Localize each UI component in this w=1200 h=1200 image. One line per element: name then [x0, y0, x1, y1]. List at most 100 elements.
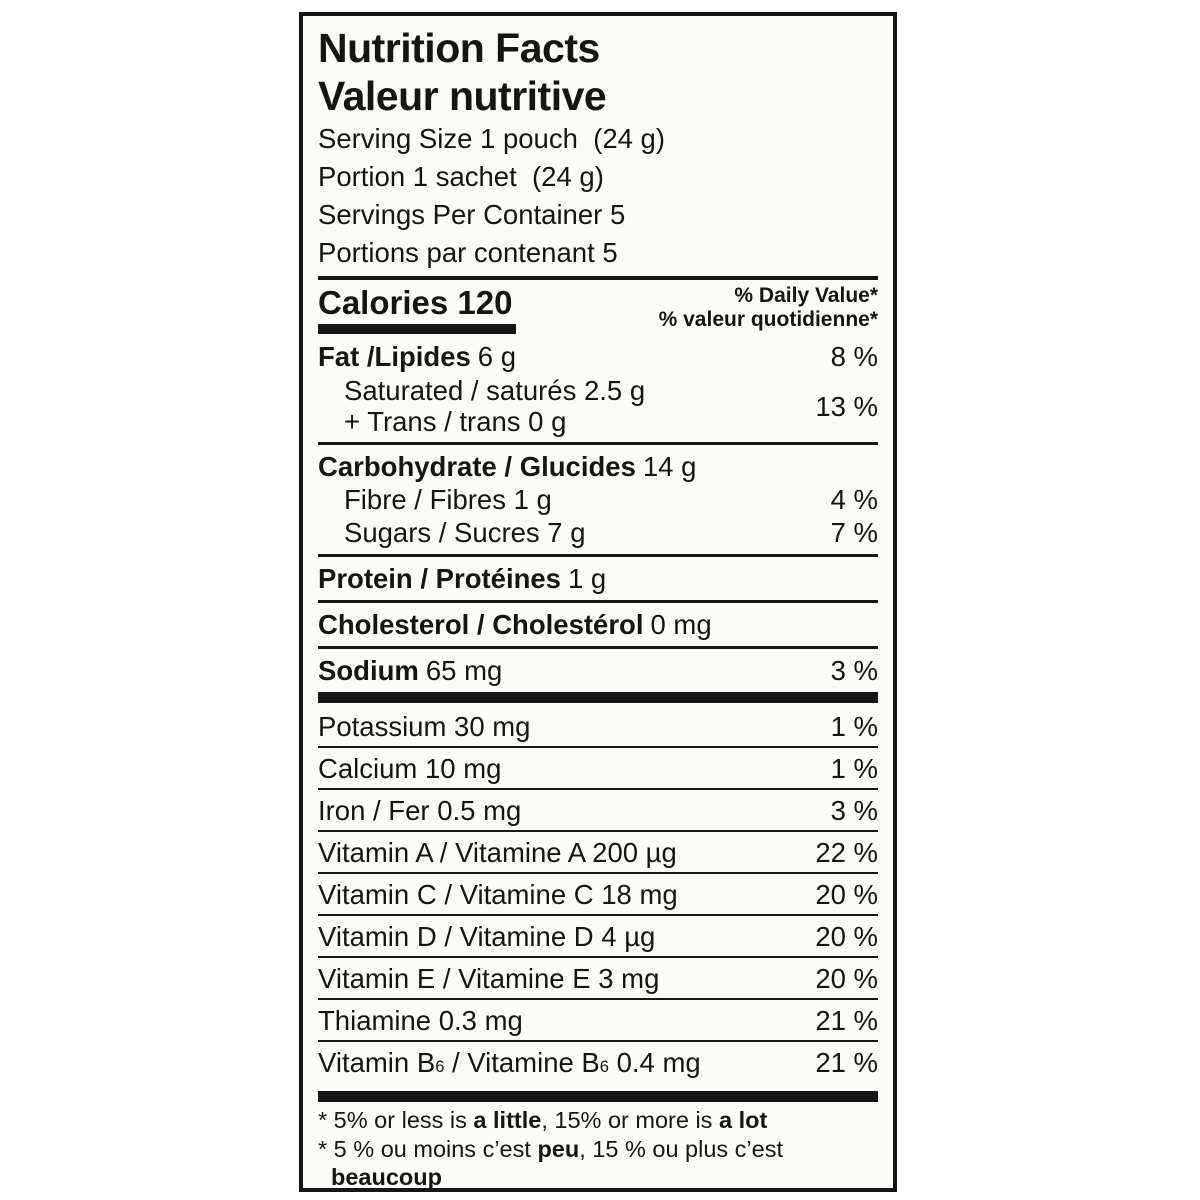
sodium-label: Sodium — [318, 655, 419, 686]
daily-value-header: % Daily Value* % valeur quotidienne* — [659, 284, 878, 331]
footnote-fr-peu: peu — [537, 1135, 580, 1162]
divider-medium — [318, 600, 878, 603]
protein-name: Protein / Protéines 1 g — [318, 562, 606, 595]
cholesterol-amount: 0 mg — [650, 609, 712, 640]
saturated-trans-percent: 13 % — [815, 390, 878, 422]
fat-name: Fat /Lipides 6 g — [318, 340, 516, 373]
divider-thin — [318, 914, 878, 916]
carbohydrate-name: Carbohydrate / Glucides 14 g — [318, 450, 696, 483]
calcium-name: Calcium 10 mg — [318, 752, 502, 784]
divider-thin — [318, 872, 878, 874]
thiamine-row: Thiamine 0.3 mg 21 % — [318, 1000, 878, 1040]
divider-medium — [318, 646, 878, 649]
thiamine-name: Thiamine 0.3 mg — [318, 1004, 523, 1036]
footnote-en-text: , 15% or more is — [541, 1107, 719, 1133]
footnote-en-text: * 5% or less is — [318, 1107, 474, 1133]
potassium-row: Potassium 30 mg 1 % — [318, 706, 878, 746]
sodium-name: Sodium 65 mg — [318, 654, 502, 687]
iron-name: Iron / Fer 0.5 mg — [318, 794, 522, 826]
calories-value: Calories 120 — [318, 284, 513, 321]
divider-thick — [318, 692, 878, 703]
fat-row: Fat /Lipides 6 g 8 % — [318, 340, 878, 373]
vitamin-d-row: Vitamin D / Vitamine D 4 µg 20 % — [318, 916, 878, 956]
vitamin-e-row: Vitamin E / Vitamine E 3 mg 20 % — [318, 958, 878, 998]
divider-medium — [318, 276, 878, 280]
saturated-line: Saturated / saturés 2.5 g — [344, 375, 646, 406]
vitamin-c-percent: 20 % — [815, 878, 878, 910]
vitamin-c-name: Vitamin C / Vitamine C 18 mg — [318, 878, 678, 910]
calories-block: Calories 120 — [318, 284, 516, 334]
saturated-trans-row: Saturated / saturés 2.5 g + Trans / tran… — [318, 375, 878, 437]
label-title-fr: Valeur nutritive — [318, 73, 607, 119]
vitamin-b6-percent: 21 % — [815, 1046, 878, 1078]
calcium-row: Calcium 10 mg 1 % — [318, 748, 878, 788]
vitamin-b6-subscript: 6 — [599, 1057, 609, 1076]
serving-size-fr: Portion 1 sachet (24 g) — [318, 161, 604, 192]
footnote-fr: * 5 % ou moins c’est peu, 15 % ou plus c… — [318, 1135, 878, 1164]
footnote-fr-beaucoup: beaucoup — [331, 1164, 442, 1190]
vitamin-a-name: Vitamin A / Vitamine A 200 µg — [318, 836, 677, 868]
trans-line: + Trans / trans 0 g — [344, 406, 567, 437]
divider-thin — [318, 956, 878, 958]
vitamin-d-name: Vitamin D / Vitamine D 4 µg — [318, 920, 656, 952]
label-title-en: Nutrition Facts — [318, 25, 600, 71]
divider-thick — [318, 1091, 878, 1102]
cholesterol-row: Cholesterol / Cholestérol 0 mg — [318, 608, 878, 641]
footnote-en-a-little: a little — [473, 1107, 542, 1133]
protein-amount: 1 g — [567, 563, 607, 594]
sodium-amount: 65 mg — [425, 655, 503, 686]
sodium-row: Sodium 65 mg 3 % — [318, 654, 878, 687]
footnote-en: * 5% or less is a little, 15% or more is… — [318, 1106, 878, 1135]
fat-label: Fat /Lipides — [318, 341, 471, 372]
vitamin-b6-row: Vitamin B6 / Vitamine B6 0.4 mg 21 % — [318, 1042, 878, 1087]
vitamin-b6-name-part: / Vitamine B — [444, 1046, 600, 1078]
carbohydrate-amount: 14 g — [642, 451, 697, 482]
serving-size-en: Serving Size 1 pouch (24 g) — [318, 123, 665, 154]
calories-row: Calories 120 % Daily Value* % valeur quo… — [318, 284, 878, 334]
divider-thin — [318, 788, 878, 790]
divider-medium — [318, 442, 878, 445]
servings-per-container-fr: Portions par contenant 5 — [318, 237, 618, 268]
vitamin-e-percent: 20 % — [815, 962, 878, 994]
saturated-trans-lines: Saturated / saturés 2.5 g + Trans / tran… — [318, 375, 645, 437]
protein-label: Protein / Protéines — [318, 563, 561, 594]
fat-percent: 8 % — [830, 341, 878, 372]
daily-value-header-fr: % valeur quotidienne* — [658, 307, 878, 331]
nutrition-facts-label: Nutrition Facts Valeur nutritive Serving… — [299, 12, 897, 1192]
vitamin-b6-subscript: 6 — [435, 1057, 445, 1076]
vitamin-d-percent: 20 % — [815, 920, 878, 952]
cholesterol-name: Cholesterol / Cholestérol 0 mg — [318, 608, 712, 641]
iron-row: Iron / Fer 0.5 mg 3 % — [318, 790, 878, 830]
sodium-percent: 3 % — [830, 655, 878, 686]
divider-medium — [318, 554, 878, 557]
daily-value-header-en: % Daily Value* — [734, 284, 878, 307]
potassium-name: Potassium 30 mg — [318, 710, 531, 742]
divider-thin — [318, 746, 878, 748]
fibre-row: Fibre / Fibres 1 g 4 % — [318, 483, 878, 516]
footnote-fr-text: * 5 % ou moins c’est — [318, 1135, 538, 1162]
iron-percent: 3 % — [830, 794, 878, 826]
sugars-percent: 7 % — [830, 517, 878, 548]
divider-thin — [318, 998, 878, 1000]
calories-underline-bar — [318, 324, 516, 334]
fibre-percent: 4 % — [830, 484, 878, 515]
divider-thin — [318, 1040, 878, 1042]
potassium-percent: 1 % — [830, 710, 878, 742]
vitamin-a-row: Vitamin A / Vitamine A 200 µg 22 % — [318, 832, 878, 872]
fat-amount: 6 g — [477, 341, 517, 372]
thiamine-percent: 21 % — [815, 1004, 878, 1036]
vitamin-b6-name: Vitamin B6 / Vitamine B6 0.4 mg — [318, 1046, 701, 1084]
vitamin-a-percent: 22 % — [815, 836, 878, 868]
protein-row: Protein / Protéines 1 g — [318, 562, 878, 595]
vitamin-e-name: Vitamin E / Vitamine E 3 mg — [318, 962, 660, 994]
divider-thin — [318, 830, 878, 832]
sugars-row: Sugars / Sucres 7 g 7 % — [318, 516, 878, 549]
servings-per-container-en: Servings Per Container 5 — [318, 199, 626, 230]
vitamin-b6-name-part: Vitamin B — [318, 1046, 436, 1078]
footnote-en-a-lot: a lot — [718, 1107, 768, 1133]
sugars-name: Sugars / Sucres 7 g — [344, 517, 586, 548]
carbohydrate-row: Carbohydrate / Glucides 14 g — [318, 450, 878, 483]
vitamin-c-row: Vitamin C / Vitamine C 18 mg 20 % — [318, 874, 878, 914]
fibre-name: Fibre / Fibres 1 g — [344, 484, 552, 515]
calcium-percent: 1 % — [830, 752, 878, 784]
